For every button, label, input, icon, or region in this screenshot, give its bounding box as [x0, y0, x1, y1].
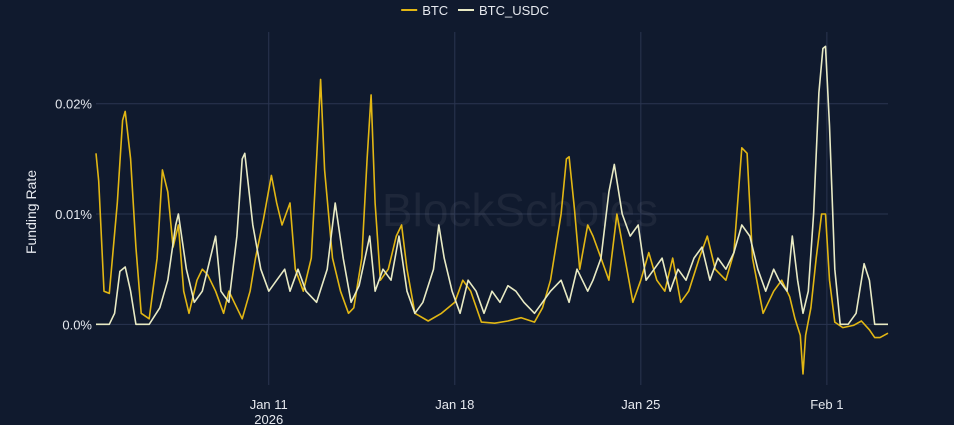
watermark: BlockScholes — [382, 184, 658, 236]
legend-label: BTC_USDC — [479, 3, 549, 18]
y-tick-label: 0.0% — [62, 317, 92, 332]
series-line-btc-usdc — [96, 45, 888, 326]
x-tick-label: Jan 18 — [435, 397, 474, 412]
legend: BTC BTC_USDC — [401, 3, 549, 18]
legend-label: BTC — [422, 3, 448, 18]
x-tick-label: Jan 25 — [621, 397, 660, 412]
x-tick-sublabel: 2026 — [254, 412, 283, 425]
y-tick-label: 0.01% — [55, 207, 92, 222]
x-tick-label: Feb 1 — [810, 397, 843, 412]
grid-lines — [96, 32, 888, 385]
x-tick-label: Jan 11 — [250, 397, 288, 412]
y-tick-label: 0.02% — [55, 97, 92, 112]
y-axis: 0.0% 0.01% 0.02% — [55, 97, 92, 333]
series-layer — [95, 45, 889, 375]
y-axis-title: Funding Rate — [23, 170, 39, 254]
